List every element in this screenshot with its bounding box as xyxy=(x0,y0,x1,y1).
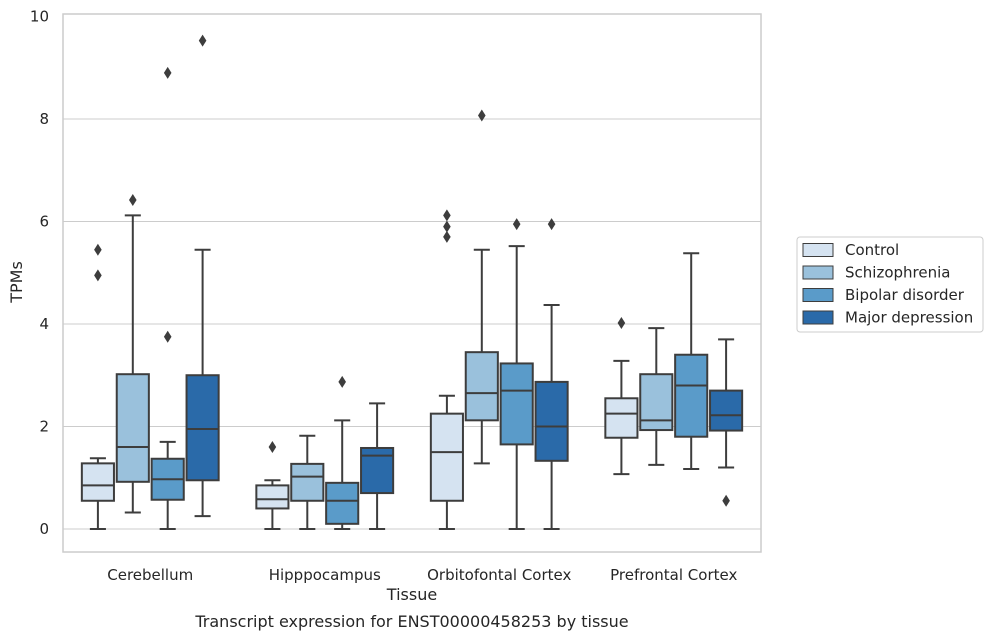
outlier-point xyxy=(443,220,451,233)
box-iqr xyxy=(429,412,464,502)
box-iqr xyxy=(115,373,150,483)
box-iqr xyxy=(639,373,674,432)
box-iqr xyxy=(325,481,360,525)
box-0-0 xyxy=(80,243,115,530)
outlier-point xyxy=(129,193,137,206)
legend-swatch-0 xyxy=(802,243,834,257)
y-tick-labels: 0 2 4 6 8 10 xyxy=(30,8,49,538)
box-1-1 xyxy=(290,434,325,530)
legend-label-0: Control xyxy=(845,241,899,259)
box-1-0 xyxy=(255,440,290,530)
legend-swatch-3 xyxy=(802,310,834,325)
outlier-point xyxy=(617,316,626,329)
x-tick-labels: Cerebellum Hipppocampus Orbitofontal Corte… xyxy=(107,566,737,584)
box-iqr xyxy=(464,351,499,422)
legend-label-1: Schizophrenia xyxy=(845,264,950,282)
box-iqr xyxy=(499,362,534,446)
y-tick-label: 8 xyxy=(39,110,49,128)
x-tick-label: Hipppocampus xyxy=(269,566,381,584)
box-iqr xyxy=(674,353,709,438)
box-1-2 xyxy=(325,375,360,530)
box-iqr xyxy=(709,389,744,432)
outlier-point xyxy=(268,440,277,453)
outlier-point xyxy=(443,230,451,243)
box-3-2 xyxy=(674,252,709,470)
x-axis-label: Tissue xyxy=(386,585,437,604)
outlier-point xyxy=(478,109,486,122)
legend: Control Schizophrenia Bipolar disorder Majo… xyxy=(796,236,984,333)
legend-frame xyxy=(796,236,984,333)
y-tick-label: 4 xyxy=(39,315,49,333)
box-iqr xyxy=(255,484,290,510)
outlier-point xyxy=(512,218,521,231)
outlier-point xyxy=(163,66,172,79)
y-tick-label: 2 xyxy=(39,417,49,435)
plot-frame xyxy=(62,13,762,553)
outlier-point xyxy=(94,243,102,256)
legend-label-3: Major depression xyxy=(845,309,973,327)
box-2-2 xyxy=(499,218,534,530)
outlier-point xyxy=(722,494,730,507)
y-tick-label: 0 xyxy=(39,520,49,538)
box-2-1 xyxy=(464,109,499,465)
legend-label-2: Bipolar disorder xyxy=(845,286,965,304)
box-groups xyxy=(80,34,744,530)
box-1-3 xyxy=(360,402,395,530)
outlier-point xyxy=(547,218,556,231)
x-tick-label: Cerebellum xyxy=(107,566,193,584)
y-tick-label: 10 xyxy=(30,8,49,26)
box-3-1 xyxy=(639,327,674,466)
y-tick-label: 6 xyxy=(39,213,49,231)
box-iqr xyxy=(290,462,325,502)
y-axis-label: TPMs xyxy=(7,261,26,304)
x-tick-label: Prefrontal Cortex xyxy=(610,566,737,584)
outlier-point xyxy=(338,375,346,388)
box-iqr xyxy=(80,462,115,502)
box-3-3 xyxy=(709,338,744,507)
box-0-1 xyxy=(115,193,150,514)
box-iqr xyxy=(534,380,569,462)
legend-swatch-2 xyxy=(802,288,834,302)
outlier-point xyxy=(443,209,451,222)
box-2-3 xyxy=(534,218,569,530)
box-iqr xyxy=(185,374,220,482)
box-0-3 xyxy=(185,34,220,518)
x-tick-label: Orbitofontal Cortex xyxy=(427,566,571,584)
box-0-2 xyxy=(150,66,185,530)
box-iqr xyxy=(604,397,639,439)
outlier-point xyxy=(94,269,102,282)
box-2-0 xyxy=(429,209,464,530)
legend-swatch-1 xyxy=(802,265,834,280)
outlier-point xyxy=(163,330,172,343)
box-3-0 xyxy=(604,316,639,476)
chart-caption: Transcript expression for ENST0000045825… xyxy=(194,612,628,631)
outlier-point xyxy=(198,34,207,47)
